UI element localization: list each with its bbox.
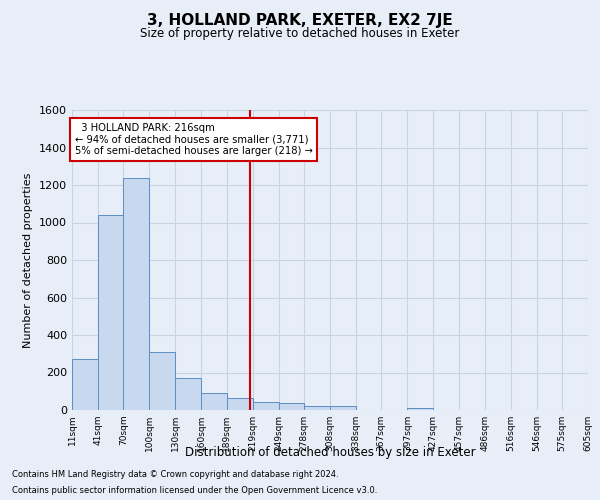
Text: Contains HM Land Registry data © Crown copyright and database right 2024.: Contains HM Land Registry data © Crown c… bbox=[12, 470, 338, 479]
Bar bbox=[175, 378, 202, 410]
Text: Contains public sector information licensed under the Open Government Licence v3: Contains public sector information licen… bbox=[12, 486, 377, 495]
Bar bbox=[279, 402, 304, 410]
Bar bbox=[123, 178, 149, 410]
Bar bbox=[149, 352, 175, 410]
Bar bbox=[407, 408, 433, 410]
Bar bbox=[253, 402, 279, 410]
Bar bbox=[202, 393, 227, 410]
Bar bbox=[330, 406, 356, 410]
Y-axis label: Number of detached properties: Number of detached properties bbox=[23, 172, 34, 348]
Text: Distribution of detached houses by size in Exeter: Distribution of detached houses by size … bbox=[185, 446, 475, 459]
Bar bbox=[98, 215, 123, 410]
Bar bbox=[304, 406, 330, 410]
Text: 3, HOLLAND PARK, EXETER, EX2 7JE: 3, HOLLAND PARK, EXETER, EX2 7JE bbox=[147, 12, 453, 28]
Bar bbox=[72, 360, 98, 410]
Text: Size of property relative to detached houses in Exeter: Size of property relative to detached ho… bbox=[140, 28, 460, 40]
Text: 3 HOLLAND PARK: 216sqm  
← 94% of detached houses are smaller (3,771)
5% of semi: 3 HOLLAND PARK: 216sqm ← 94% of detached… bbox=[74, 123, 313, 156]
Bar bbox=[227, 398, 253, 410]
